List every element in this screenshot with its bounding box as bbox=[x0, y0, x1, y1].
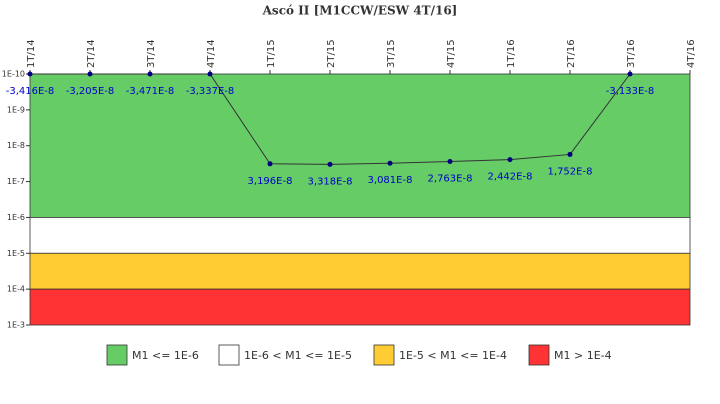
data-label: 3,318E-8 bbox=[308, 176, 353, 187]
x-tick-label: 1T/15 bbox=[266, 39, 277, 68]
y-tick-label: 1E-6 bbox=[7, 213, 25, 222]
band bbox=[29, 252, 691, 290]
legend-swatch bbox=[106, 344, 128, 366]
point bbox=[567, 151, 573, 157]
band bbox=[29, 217, 691, 254]
legend-label: 1E-6 < M1 <= 1E-5 bbox=[244, 349, 352, 362]
point bbox=[507, 157, 513, 163]
point bbox=[627, 71, 633, 77]
legend-label: M1 <= 1E-6 bbox=[132, 349, 199, 362]
band bbox=[29, 73, 691, 218]
data-label: -3,205E-8 bbox=[66, 86, 115, 97]
legend-swatch bbox=[528, 344, 550, 366]
y-tick-label: 1E-4 bbox=[7, 285, 25, 294]
x-tick-label: 3T/15 bbox=[386, 39, 397, 68]
x-tick-label: 4T/14 bbox=[206, 39, 217, 68]
point bbox=[447, 159, 453, 165]
data-label: -3,471E-8 bbox=[126, 86, 175, 97]
data-label: -3,416E-8 bbox=[6, 86, 55, 97]
point bbox=[27, 71, 33, 77]
data-label: 3,081E-8 bbox=[368, 175, 413, 186]
point bbox=[327, 161, 333, 167]
band bbox=[29, 288, 691, 326]
data-label: -3,337E-8 bbox=[186, 86, 235, 97]
legend-label: 1E-5 < M1 <= 1E-4 bbox=[399, 349, 507, 362]
x-tick-label: 4T/16 bbox=[686, 39, 697, 68]
x-tick-label: 2T/14 bbox=[86, 39, 97, 68]
point bbox=[387, 160, 393, 166]
data-label: 2,763E-8 bbox=[428, 174, 473, 185]
x-tick-label: 3T/14 bbox=[146, 39, 157, 68]
data-label: 2,442E-8 bbox=[488, 172, 533, 183]
legend-swatch bbox=[218, 344, 240, 366]
x-tick-label: 1T/16 bbox=[506, 39, 517, 68]
y-tick-label: 1E-10 bbox=[2, 70, 25, 79]
y-tick-label: 1E-8 bbox=[7, 141, 25, 150]
point bbox=[207, 71, 213, 77]
y-tick-label: 1E-9 bbox=[7, 105, 25, 114]
x-tick-label: 4T/15 bbox=[446, 39, 457, 68]
y-tick-label: 1E-5 bbox=[7, 249, 25, 258]
point bbox=[147, 71, 153, 77]
point bbox=[267, 161, 273, 167]
legend-label: M1 > 1E-4 bbox=[554, 349, 612, 362]
legend-swatch bbox=[373, 344, 395, 366]
data-label: 3,196E-8 bbox=[248, 176, 293, 187]
x-tick-label: 2T/15 bbox=[326, 39, 337, 68]
point bbox=[87, 71, 93, 77]
data-label: -3,133E-8 bbox=[606, 86, 655, 97]
data-label: 1,752E-8 bbox=[548, 166, 593, 177]
y-tick-label: 1E-3 bbox=[7, 321, 25, 330]
y-tick-label: 1E-7 bbox=[7, 177, 25, 186]
x-tick-label: 3T/16 bbox=[626, 39, 637, 68]
chart-title: Ascó II [M1CCW/ESW 4T/16] bbox=[262, 4, 458, 18]
x-tick-label: 2T/16 bbox=[566, 39, 577, 68]
x-tick-label: 1T/14 bbox=[26, 39, 37, 68]
